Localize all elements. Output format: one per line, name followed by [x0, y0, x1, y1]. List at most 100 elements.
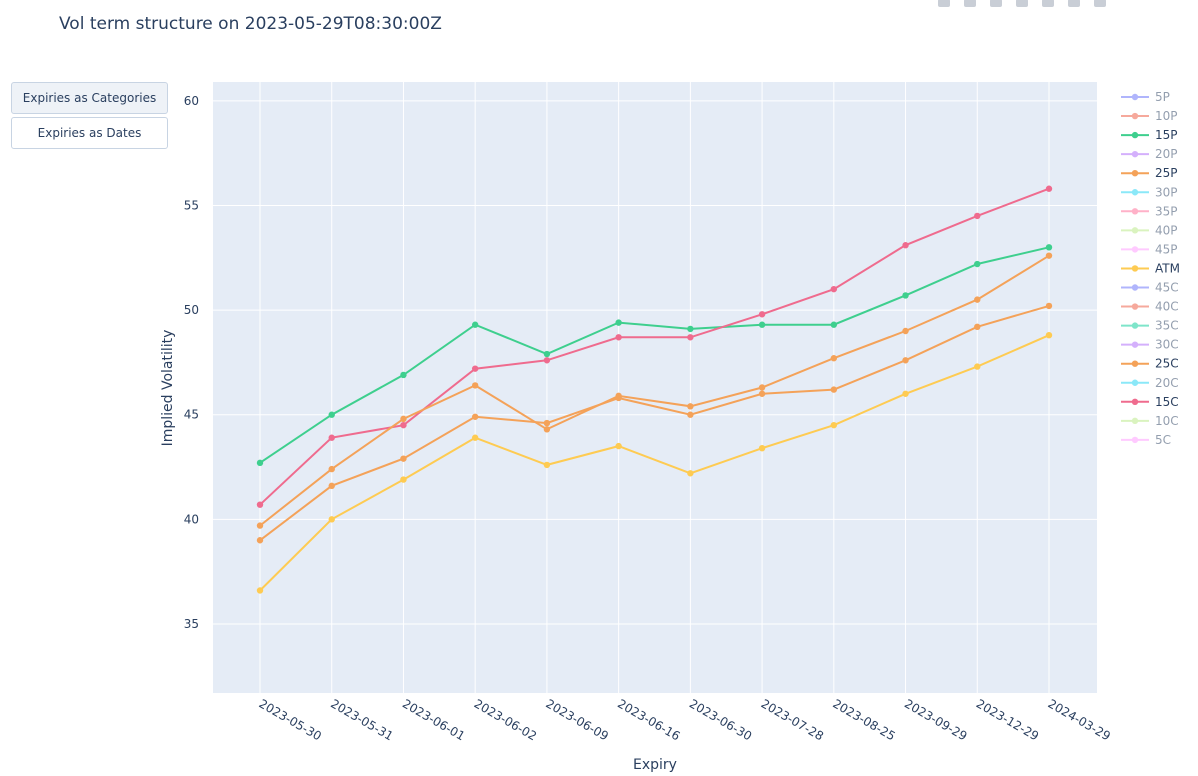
legend-item-atm[interactable]: ATM — [1121, 261, 1180, 275]
data-point — [758, 384, 766, 391]
plot-background — [213, 82, 1097, 693]
legend-item-30p[interactable]: 30P — [1121, 185, 1178, 199]
data-point — [902, 390, 909, 397]
y-tick-label: 60 — [184, 94, 199, 108]
legend: 5P 10P 15P 20P 25P 30P 35P 40P 45P ATM 45C 40C 35C 30… — [1121, 90, 1180, 447]
legend-swatch-marker — [1131, 265, 1139, 272]
legend-item-5p[interactable]: 5P — [1121, 90, 1170, 104]
expiries-as-categories-button[interactable]: Expiries as Categories — [11, 82, 168, 114]
expiries-as-dates-button[interactable]: Expiries as Dates — [11, 117, 168, 149]
legend-item-40p[interactable]: 40P — [1121, 223, 1178, 237]
data-point — [758, 444, 766, 452]
x-tick-label: 2023-06-30 — [687, 696, 754, 743]
legend-label: 20C — [1155, 376, 1179, 390]
data-point — [902, 327, 909, 335]
x-axis-label: Expiry — [633, 757, 677, 773]
data-point — [902, 292, 909, 299]
data-point — [758, 321, 766, 328]
legend-label: 45P — [1155, 242, 1178, 256]
legend-item-25p[interactable]: 25P — [1121, 166, 1178, 180]
data-point — [687, 411, 694, 418]
data-point — [830, 386, 838, 393]
legend-item-25c[interactable]: 25C — [1121, 357, 1179, 371]
series-line-25p — [259, 254, 1050, 527]
data-point — [615, 394, 622, 402]
data-point — [256, 537, 264, 544]
legend-swatch-marker — [1131, 341, 1139, 348]
series-line-25c — [259, 304, 1050, 542]
legend-label: 10P — [1155, 109, 1178, 123]
data-point — [1045, 331, 1053, 339]
legend-label: 5C — [1155, 433, 1171, 447]
legend-swatch-marker — [1131, 284, 1139, 291]
x-tick-label: 2023-12-29 — [974, 696, 1041, 743]
data-point — [543, 350, 551, 358]
data-point — [830, 321, 838, 328]
data-point — [687, 325, 694, 333]
data-point — [974, 323, 981, 331]
data-point — [758, 390, 766, 397]
data-point — [830, 421, 838, 429]
legend-item-5c[interactable]: 5C — [1121, 433, 1171, 447]
legend-item-10p[interactable]: 10P — [1121, 109, 1178, 123]
chart-modebar[interactable] — [938, 0, 1188, 7]
legend-label: 30P — [1155, 185, 1178, 199]
data-point — [471, 434, 479, 441]
legend-item-20c[interactable]: 20C — [1121, 376, 1179, 390]
data-point — [471, 382, 479, 389]
data-point — [471, 365, 479, 372]
y-tick-label: 40 — [184, 512, 199, 526]
data-point — [615, 442, 622, 450]
series-layer — [256, 185, 1053, 594]
data-point — [543, 461, 551, 469]
legend-swatch-marker — [1131, 436, 1139, 444]
legend-item-35p[interactable]: 35P — [1121, 204, 1178, 218]
legend-label: 15P — [1155, 128, 1178, 142]
data-point — [328, 434, 335, 441]
data-point — [1045, 302, 1053, 310]
data-point — [615, 392, 622, 400]
legend-item-45c[interactable]: 45C — [1121, 281, 1179, 295]
data-point — [974, 260, 981, 268]
legend-label: 45C — [1155, 281, 1179, 295]
legend-swatch-marker — [1131, 398, 1139, 405]
series-25p — [256, 252, 1053, 529]
legend-swatch-marker — [1131, 227, 1139, 234]
data-point — [256, 501, 264, 508]
data-point — [902, 242, 909, 249]
data-point — [974, 363, 981, 370]
legend-swatch-marker — [1131, 379, 1139, 386]
legend-item-15p[interactable]: 15P — [1121, 128, 1178, 142]
data-point — [256, 587, 264, 594]
y-axis-label: Implied Volatility — [160, 330, 176, 447]
legend-item-45p[interactable]: 45P — [1121, 242, 1178, 256]
legend-swatch-marker — [1131, 246, 1139, 253]
legend-item-40c[interactable]: 40C — [1121, 300, 1179, 314]
legend-item-30c[interactable]: 30C — [1121, 338, 1179, 352]
x-tick-label: 2023-06-09 — [543, 696, 610, 743]
legend-item-35c[interactable]: 35C — [1121, 319, 1179, 333]
legend-item-15c[interactable]: 15C — [1121, 395, 1179, 409]
y-tick-label: 55 — [184, 198, 199, 212]
legend-label: 30C — [1155, 338, 1179, 352]
legend-label: 40C — [1155, 300, 1179, 314]
legend-item-10c[interactable]: 10C — [1121, 414, 1179, 428]
legend-swatch-marker — [1131, 208, 1139, 215]
x-tick-label: 2023-06-02 — [472, 696, 539, 743]
legend-swatch-marker — [1131, 93, 1139, 101]
data-point — [400, 415, 407, 423]
legend-swatch-marker — [1131, 131, 1139, 139]
legend-swatch-marker — [1131, 170, 1139, 177]
data-point — [974, 296, 981, 303]
legend-item-20p[interactable]: 20P — [1121, 147, 1178, 161]
data-point — [543, 357, 551, 364]
x-tick-label: 2023-09-29 — [902, 696, 969, 743]
legend-label: 5P — [1155, 90, 1170, 104]
data-point — [400, 455, 407, 462]
data-point — [256, 459, 264, 467]
data-point — [328, 516, 335, 523]
legend-label: 35C — [1155, 319, 1179, 333]
legend-label: ATM — [1155, 261, 1180, 275]
data-point — [471, 321, 479, 328]
legend-label: 15C — [1155, 395, 1179, 409]
